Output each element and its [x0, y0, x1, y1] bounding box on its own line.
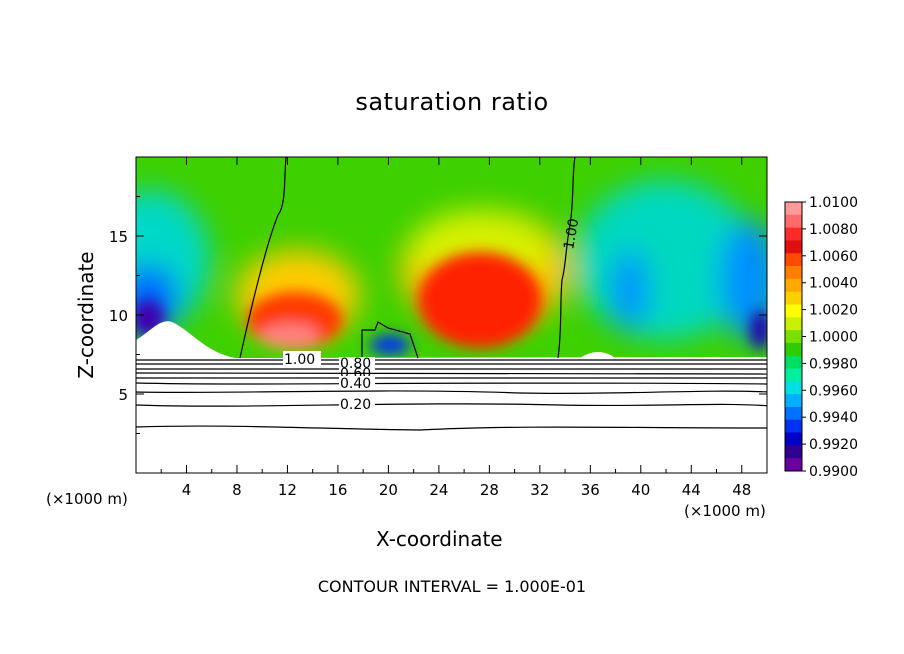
contour-0.60 — [136, 372, 767, 375]
x-tick-label: 20 — [379, 481, 398, 499]
contour-1.00-left — [239, 157, 287, 359]
y-tick-label: 15 — [109, 228, 128, 246]
colorbar: 1.0100 1.0080 1.0060 1.0040 1.0020 1.0000 0.99… — [784, 195, 858, 480]
x-tick-label: 40 — [631, 481, 650, 499]
contour-label-top: 1.00 — [561, 217, 582, 250]
colorbar-label: 1.0020 — [809, 303, 858, 319]
x-unit-left: (×1000 m) — [46, 490, 128, 508]
x-tick-label: 4 — [182, 481, 192, 499]
colorbar-swatch — [785, 406, 802, 421]
colorbar-swatch — [785, 419, 802, 434]
x-tick-label: 8 — [232, 481, 242, 499]
contour-0.50 — [136, 377, 767, 380]
colorbar-swatch — [785, 368, 802, 382]
colorbar-label: 0.9900 — [809, 464, 858, 480]
contour-0.20 — [136, 403, 767, 407]
x-tick-label: 36 — [581, 481, 600, 499]
colorbar-swatch — [785, 278, 802, 293]
colorbar-label: 1.0040 — [809, 276, 858, 292]
x-tick-label: 48 — [732, 481, 751, 499]
contour-interval-note: CONTOUR INTERVAL = 1.000E-01 — [317, 577, 587, 596]
x-tick-label: 16 — [328, 481, 347, 499]
colorbar-swatch — [785, 355, 802, 370]
contour-1.00-mid — [361, 321, 419, 359]
x-tick-label: 24 — [429, 481, 448, 499]
colorbar-swatch — [785, 304, 802, 318]
contour-0.40 — [136, 382, 767, 385]
colorbar-swatch — [785, 432, 802, 446]
colorbar-label: 0.9980 — [809, 356, 858, 372]
colorbar-swatch — [785, 381, 802, 395]
heatmap-field — [136, 157, 767, 473]
colorbar-swatch — [785, 227, 802, 241]
contour-1.00-right — [557, 157, 576, 359]
colorbar-swatch — [785, 317, 802, 331]
colorbar-swatch — [785, 291, 802, 305]
contour-label-base: 1.00 — [284, 352, 315, 368]
colorbar-swatch — [785, 394, 802, 408]
colorbar-label: 1.0000 — [809, 330, 858, 346]
colorbar-label: 0.9960 — [809, 383, 858, 399]
colorbar-swatch — [785, 266, 802, 280]
colorbar-swatch — [785, 240, 802, 254]
colorbar-swatch — [785, 214, 802, 229]
x-axis-label: X-coordinate — [376, 527, 503, 551]
colorbar-swatch — [785, 330, 802, 344]
x-tick-label: 44 — [682, 481, 701, 499]
y-tick-label: 10 — [109, 307, 128, 325]
contour-0.10 — [136, 425, 767, 431]
contour-label-0.80: 0.80 — [340, 356, 371, 372]
contour-0.70 — [136, 368, 767, 370]
contour-0.30 — [136, 390, 767, 395]
x-tick-label: 32 — [530, 481, 549, 499]
y-axis-ticks: 5 10 15 — [109, 196, 767, 434]
contour-labels: 1.00 0.80 0.60 0.40 0.20 1.00 — [283, 217, 582, 413]
contour-label-0.20: 0.20 — [340, 397, 371, 413]
colorbar-label: 1.0060 — [809, 249, 858, 265]
chart-title: saturation ratio — [355, 88, 549, 116]
colorbar-label: 0.9920 — [809, 437, 858, 453]
colorbar-swatch — [785, 458, 802, 472]
x-tick-label: 12 — [278, 481, 297, 499]
colorbar-swatch — [785, 342, 802, 357]
x-tick-label: 28 — [480, 481, 499, 499]
x-axis-ticks: 4 8 12 16 20 24 28 32 36 40 44 48 — [160, 157, 751, 499]
colorbar-label: 1.0080 — [809, 222, 858, 238]
colorbar-swatch — [785, 445, 802, 459]
contour-label-0.40: 0.40 — [340, 376, 371, 392]
y-tick-label: 5 — [118, 386, 128, 404]
colorbar-swatch — [785, 202, 802, 216]
colorbar-label: 0.9940 — [809, 410, 858, 426]
colorbar-swatch — [785, 253, 802, 267]
x-unit-right: (×1000 m) — [684, 502, 766, 520]
colorbar-label: 1.0100 — [809, 195, 858, 211]
